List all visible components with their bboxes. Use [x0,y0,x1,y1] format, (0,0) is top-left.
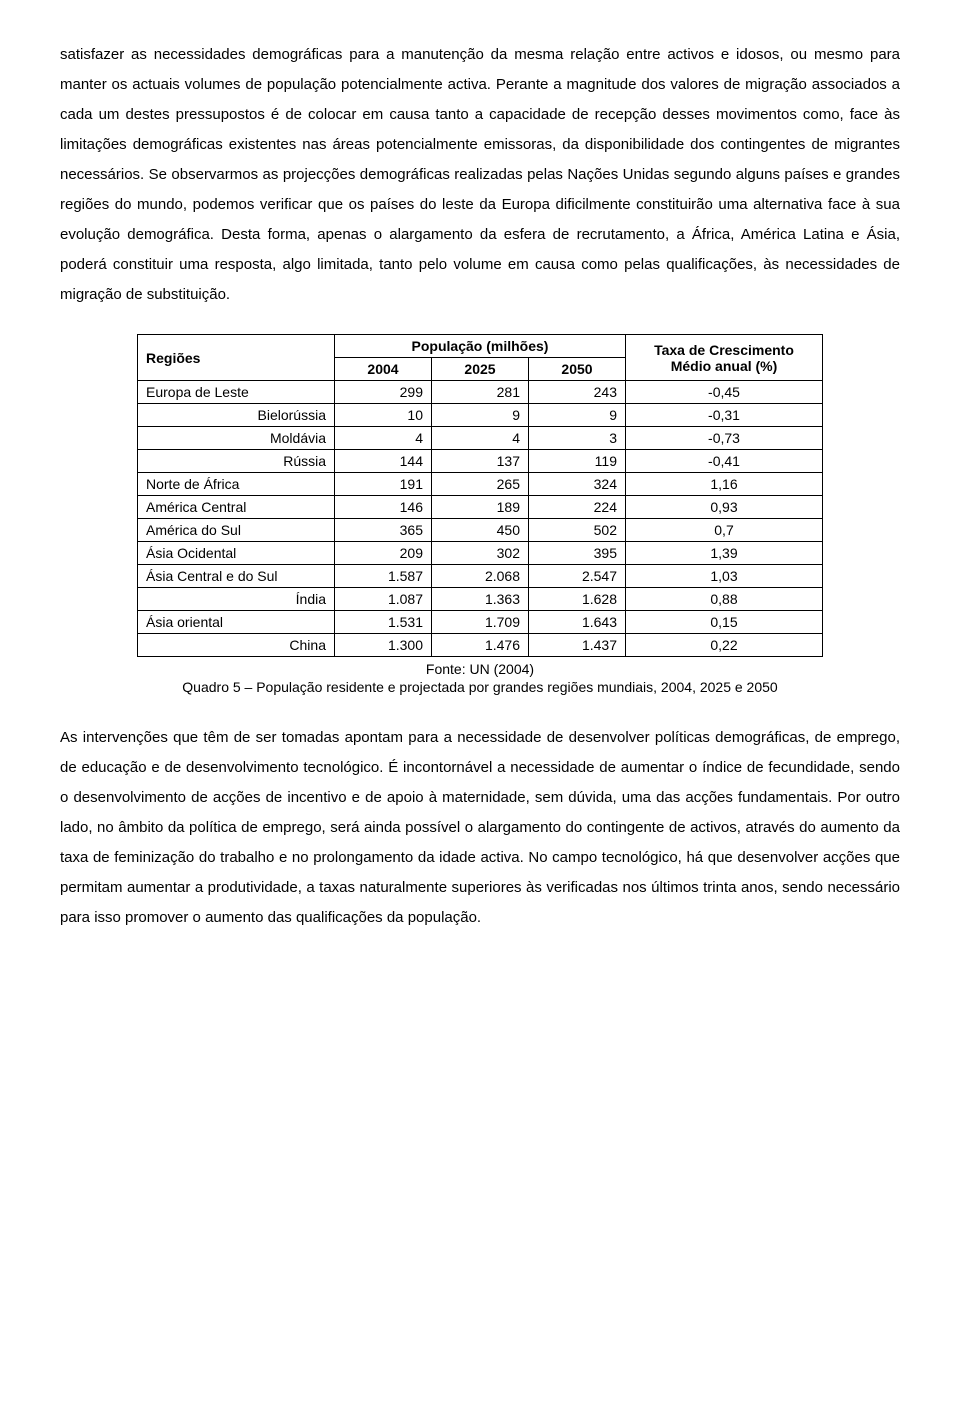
cell-value: 144 [335,450,432,473]
table-row: América do Sul3654505020,7 [138,519,823,542]
cell-rate: 1,16 [626,473,823,496]
cell-value: 189 [432,496,529,519]
table-row: Ásia Ocidental2093023951,39 [138,542,823,565]
cell-value: 224 [529,496,626,519]
cell-value: 9 [432,404,529,427]
cell-value: 365 [335,519,432,542]
body-paragraph-1: satisfazer as necessidades demográficas … [60,40,900,310]
cell-rate: 0,22 [626,634,823,657]
cell-region: Ásia oriental [138,611,335,634]
cell-rate: 0,93 [626,496,823,519]
cell-rate: -0,41 [626,450,823,473]
table-row: América Central1461892240,93 [138,496,823,519]
cell-value: 1.628 [529,588,626,611]
cell-value: 299 [335,381,432,404]
cell-rate: 0,88 [626,588,823,611]
cell-value: 4 [432,427,529,450]
cell-rate: 1,39 [626,542,823,565]
cell-value: 1.643 [529,611,626,634]
cell-value: 1.709 [432,611,529,634]
cell-value: 10 [335,404,432,427]
table-row: Ásia oriental1.5311.7091.6430,15 [138,611,823,634]
cell-region: América do Sul [138,519,335,542]
cell-value: 4 [335,427,432,450]
cell-value: 146 [335,496,432,519]
population-table: Regiões População (milhões) Taxa de Cres… [137,334,823,657]
cell-value: 2.068 [432,565,529,588]
cell-value: 324 [529,473,626,496]
table-row: Europa de Leste299281243-0,45 [138,381,823,404]
cell-value: 1.087 [335,588,432,611]
cell-value: 450 [432,519,529,542]
cell-rate: 1,03 [626,565,823,588]
cell-rate: 0,15 [626,611,823,634]
table-row: Índia1.0871.3631.6280,88 [138,588,823,611]
cell-value: 1.587 [335,565,432,588]
cell-value: 1.476 [432,634,529,657]
cell-value: 281 [432,381,529,404]
cell-value: 1.363 [432,588,529,611]
cell-value: 302 [432,542,529,565]
cell-value: 209 [335,542,432,565]
th-rate: Taxa de Crescimento Médio anual (%) [626,335,823,381]
th-2050: 2050 [529,358,626,381]
cell-rate: -0,45 [626,381,823,404]
cell-value: 119 [529,450,626,473]
table-row: Rússia144137119-0,41 [138,450,823,473]
cell-region: Ásia Ocidental [138,542,335,565]
th-regioes: Regiões [138,335,335,381]
cell-value: 395 [529,542,626,565]
cell-value: 1.531 [335,611,432,634]
body-paragraph-2: As intervenções que têm de ser tomadas a… [60,723,900,933]
th-2004: 2004 [335,358,432,381]
cell-region: China [138,634,335,657]
cell-region: América Central [138,496,335,519]
cell-region: Índia [138,588,335,611]
cell-value: 2.547 [529,565,626,588]
table-row: Norte de África1912653241,16 [138,473,823,496]
population-table-wrap: Regiões População (milhões) Taxa de Cres… [60,334,900,657]
cell-rate: 0,7 [626,519,823,542]
table-row: China1.3001.4761.4370,22 [138,634,823,657]
table-row: Bielorússia1099-0,31 [138,404,823,427]
cell-region: Norte de África [138,473,335,496]
cell-region: Ásia Central e do Sul [138,565,335,588]
cell-value: 9 [529,404,626,427]
cell-value: 502 [529,519,626,542]
cell-value: 1.437 [529,634,626,657]
table-row: Moldávia443-0,73 [138,427,823,450]
cell-region: Moldávia [138,427,335,450]
table-caption: Quadro 5 – População residente e project… [60,679,900,695]
th-2025: 2025 [432,358,529,381]
cell-rate: -0,73 [626,427,823,450]
th-pop: População (milhões) [335,335,626,358]
table-source: Fonte: UN (2004) [60,661,900,677]
cell-region: Bielorússia [138,404,335,427]
cell-value: 191 [335,473,432,496]
cell-value: 243 [529,381,626,404]
cell-region: Europa de Leste [138,381,335,404]
cell-value: 1.300 [335,634,432,657]
cell-value: 137 [432,450,529,473]
cell-value: 265 [432,473,529,496]
table-row: Ásia Central e do Sul1.5872.0682.5471,03 [138,565,823,588]
cell-rate: -0,31 [626,404,823,427]
cell-value: 3 [529,427,626,450]
cell-region: Rússia [138,450,335,473]
